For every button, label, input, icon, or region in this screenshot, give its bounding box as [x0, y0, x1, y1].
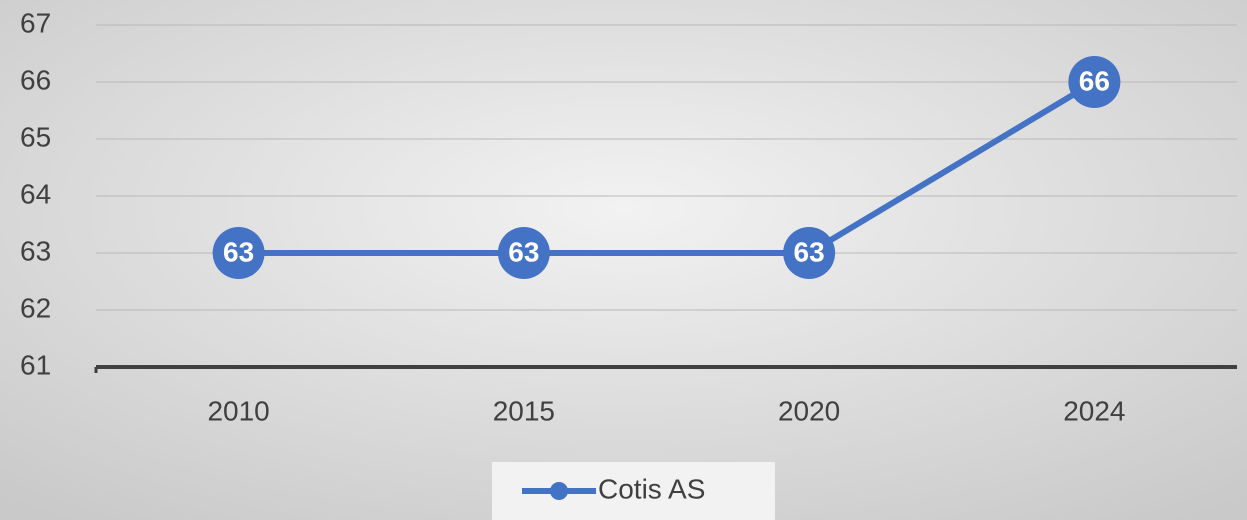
legend-label: Cotis AS: [598, 473, 705, 504]
y-tick-label: 62: [20, 292, 51, 323]
data-label: 66: [1079, 65, 1110, 96]
y-tick-label: 67: [20, 7, 51, 38]
data-point: [1068, 56, 1121, 108]
data-label: 63: [794, 236, 825, 267]
data-point: [212, 227, 265, 279]
data-point: [497, 227, 550, 279]
y-tick-label: 64: [20, 178, 51, 209]
x-tick-label: 2024: [1063, 395, 1125, 426]
y-tick-label: 63: [20, 235, 51, 266]
data-label: 63: [223, 236, 254, 267]
series-line: [238, 79, 1096, 256]
x-tick-label: 2015: [493, 395, 555, 426]
y-tick-label: 65: [20, 121, 51, 152]
y-tick-label: 66: [20, 64, 51, 95]
data-label: 63: [508, 236, 539, 267]
legend-marker: [550, 482, 568, 500]
x-tick-label: 2020: [778, 395, 840, 426]
x-tick-label: 2010: [207, 395, 269, 426]
plot: 63 63 63 66: [212, 56, 1121, 279]
y-tick-label: 61: [20, 349, 51, 380]
data-point: [783, 227, 836, 279]
